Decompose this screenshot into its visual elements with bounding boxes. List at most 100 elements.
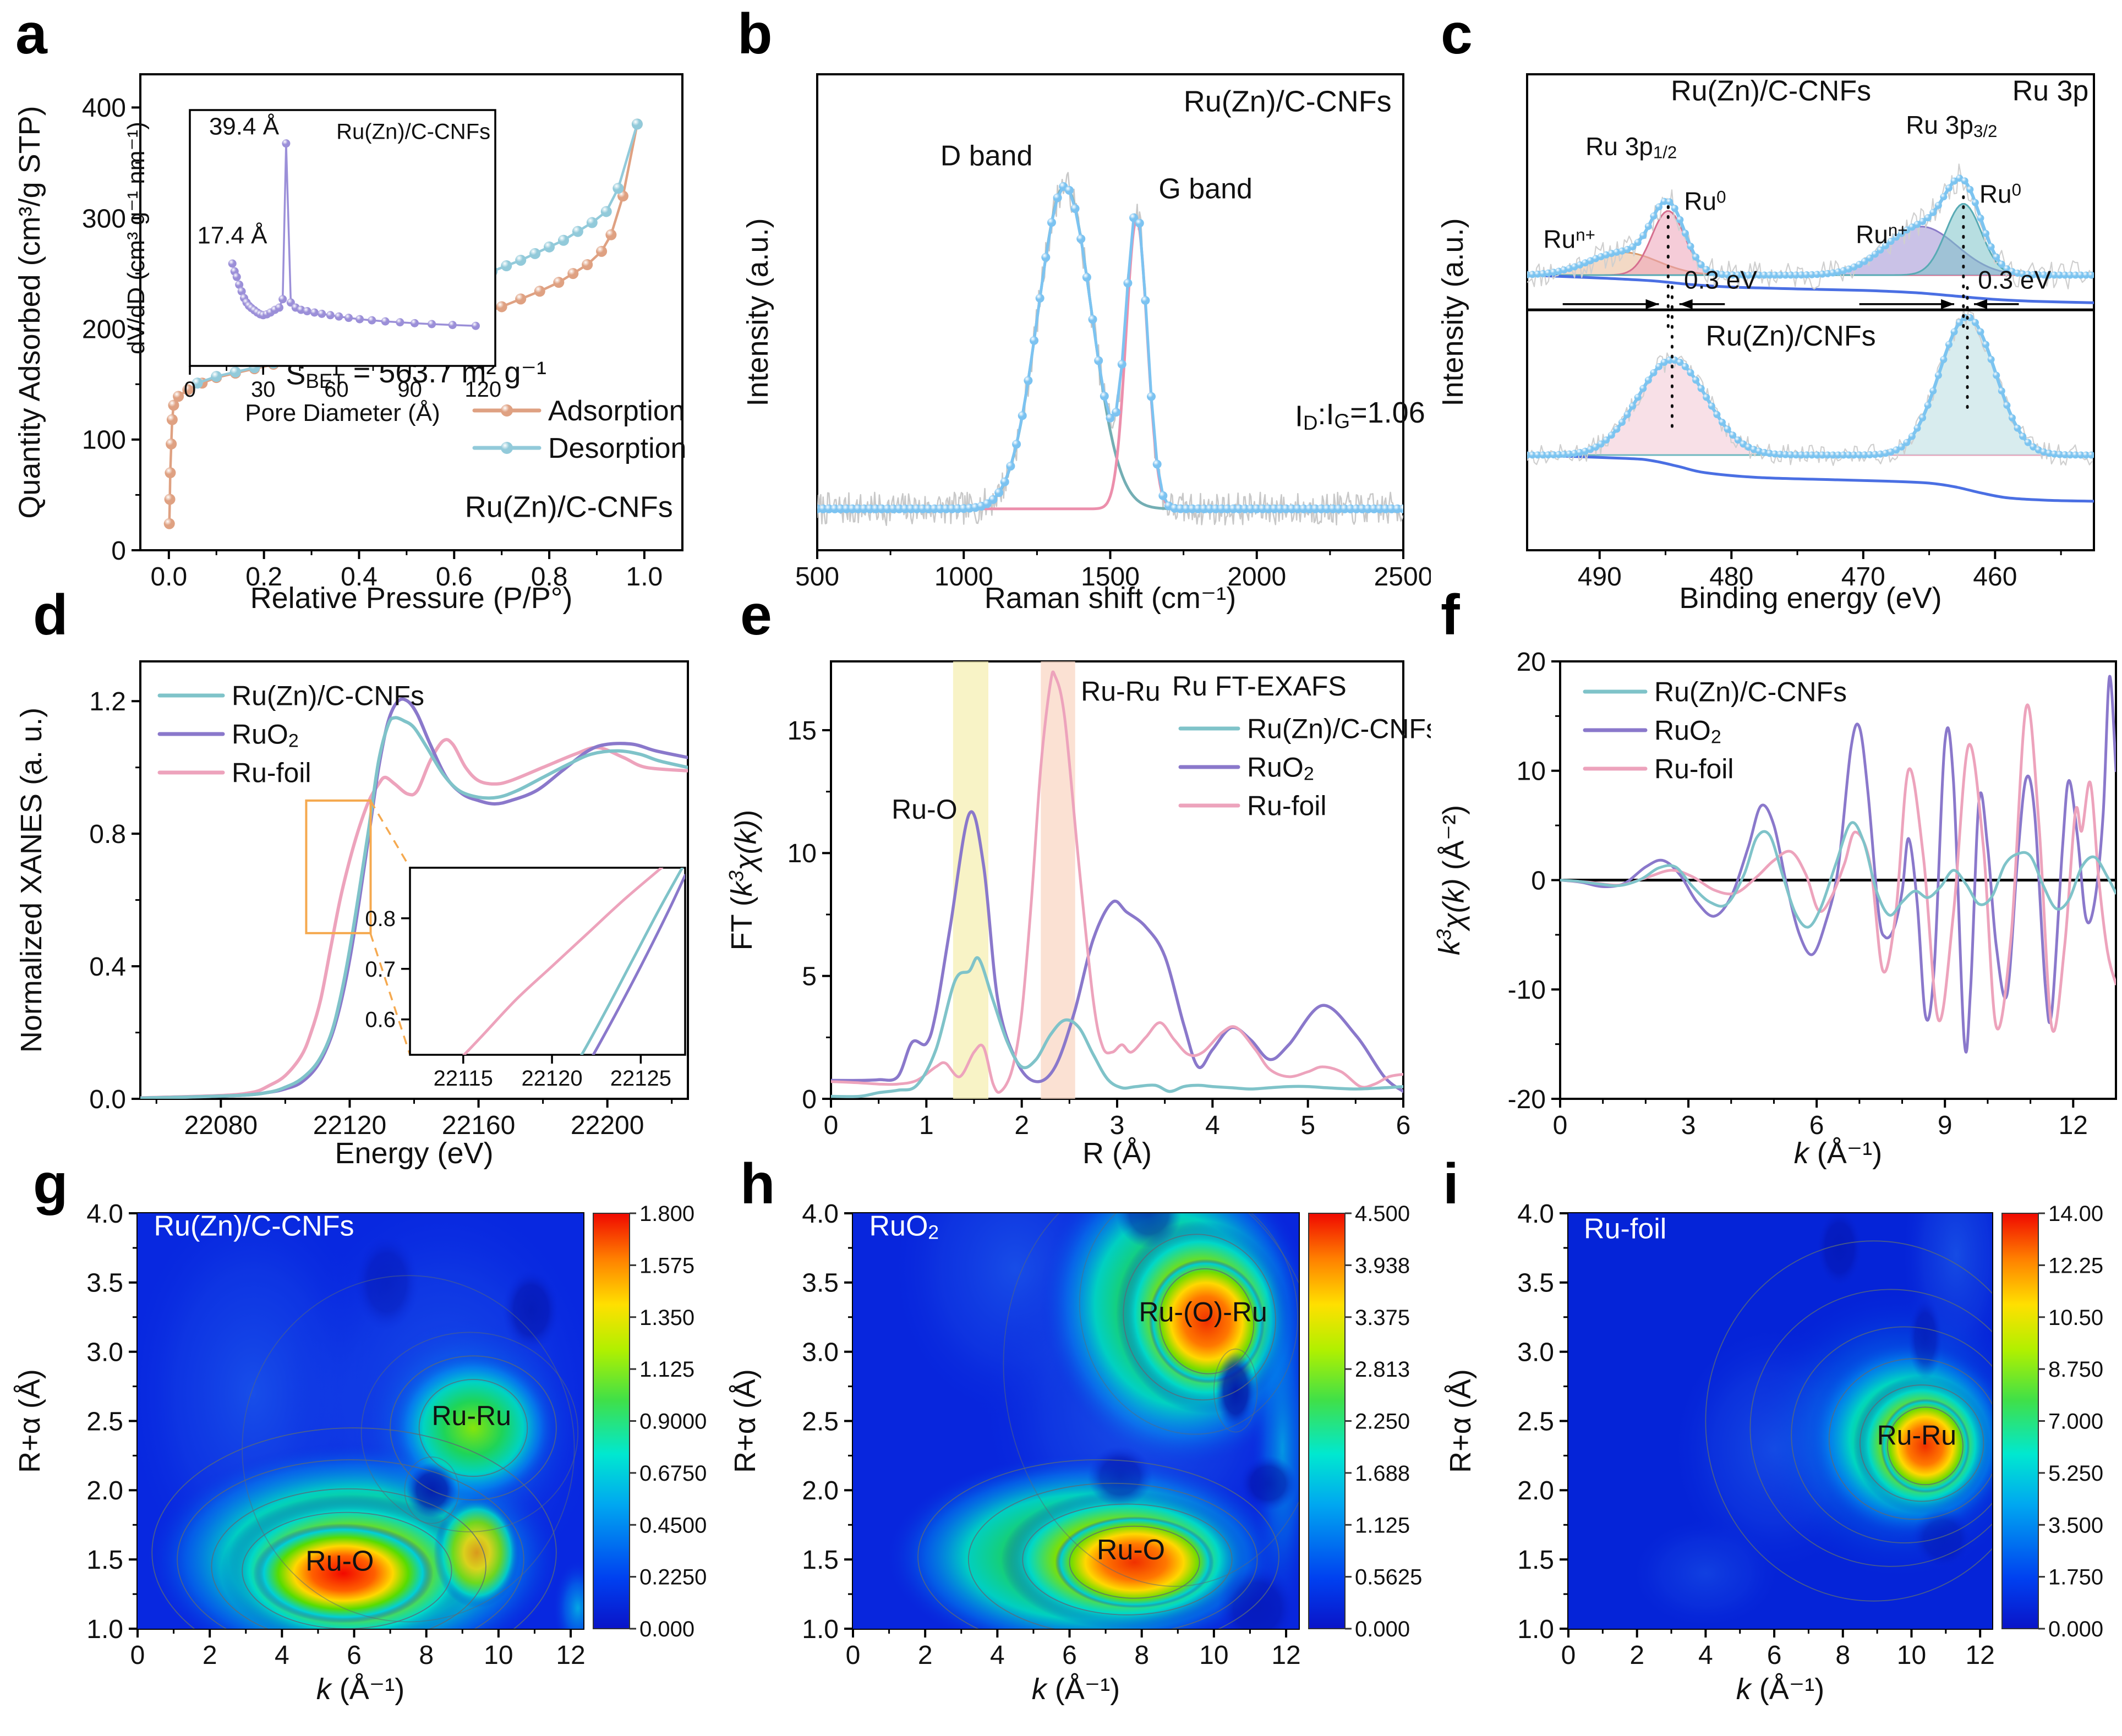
x-tick-label: 8: [419, 1641, 434, 1670]
colorbar-tick-label: 0.000: [2048, 1617, 2103, 1641]
zoom-rect: [305, 799, 372, 934]
panel-letter-d: d: [33, 583, 68, 647]
y-tick-label: 2.0: [86, 1476, 123, 1505]
colorbar-tick-label: 14.00: [2048, 1202, 2103, 1226]
x-tick-label: 490: [1578, 562, 1622, 592]
panel-c: c 490 480 470 460 Binding energy (eV) Intensi…: [1431, 0, 2122, 622]
axes: 22115 22120 22125 0.6 0.7 0.8: [365, 867, 686, 1091]
colorbar-tick-label: 0.6750: [639, 1461, 707, 1486]
annotation: Ru(Zn)/CNFs: [1706, 320, 1876, 352]
y-tick-label: 200: [82, 315, 126, 344]
legend-label: Adsorption: [548, 395, 685, 427]
x-tick-label: 90: [397, 377, 422, 402]
axes: 0.0 0.2 0.4 0.6 0.8 1.00100200300400Relative …: [13, 73, 683, 615]
colorbar-tick-label: 1.750: [2048, 1565, 2103, 1590]
x-axis-label: Relative Pressure (P/P°): [250, 582, 573, 615]
colorbar-tick-label: 3.375: [1355, 1306, 1410, 1330]
legend-label: RuO2: [1654, 715, 1721, 748]
x-tick-label: 10: [1199, 1641, 1228, 1670]
panel-letter-e: e: [740, 583, 772, 647]
zoom-connectors: [369, 800, 411, 1055]
colorbar-tick-label: 5.250: [2048, 1461, 2103, 1486]
y-tick-label: 3.0: [1517, 1338, 1554, 1367]
colorbar-tick-label: 0.000: [639, 1617, 694, 1641]
contour-line: [404, 1456, 460, 1524]
y-tick-label: 0.4: [89, 952, 126, 982]
annotation: Ru(Zn)/C-CNFs: [154, 1210, 354, 1242]
y-tick-label: 0.0: [89, 1085, 126, 1114]
x-tick-label: 5: [1300, 1111, 1315, 1140]
x-axis-label: Pore Diameter (Å): [245, 399, 440, 426]
annotation: Ru-O: [1097, 1534, 1165, 1566]
series-Ru-foil: [1560, 703, 2116, 1033]
annotation: Ru 3p1/2: [1585, 132, 1677, 162]
axes: 0 2 4 6 8 10 12 1.0 1.5 2.0 2.5 3.0 3.5 4.0 k (Å⁻¹) R+α…: [13, 1200, 586, 1706]
annotation: Ru 3p3/2: [1906, 111, 1997, 141]
y-tick-label: 3.0: [86, 1338, 123, 1367]
y-tick-label: 10: [1517, 757, 1546, 786]
annotation: Ru(Zn)/C-CNFs: [465, 491, 673, 524]
chart-wavelet-ruo2: 0 2 4 6 8 10 12 1.0 1.5 2.0 2.5 3.0 3.5 4.0 k (Å⁻¹) R+α…: [729, 1200, 1422, 1706]
legend-marker: [501, 442, 513, 454]
contour-blob: [1815, 1213, 1864, 1290]
series-layer: [462, 868, 685, 1055]
annotation: Ru0: [1684, 187, 1726, 216]
annotations: Ru(Zn)/C-CNFs D band G band ID:IG=1.06: [940, 85, 1425, 434]
x-tick-label: 1.0: [626, 562, 663, 592]
arrow-head: [1974, 299, 1988, 309]
x-tick-label: 22200: [571, 1111, 644, 1140]
y-tick-label: 1.0: [86, 1615, 123, 1644]
y-axis-label: Intensity (a.u.): [1436, 218, 1469, 406]
y-tick-label: 3.5: [1517, 1269, 1554, 1298]
annotations: RuO2 Ru-(O)-Ru Ru-O: [869, 1210, 1267, 1566]
legend: Ru(Zn)/C-CNFs RuO2 Ru-foil: [157, 681, 424, 788]
y-tick-label: 0: [1531, 866, 1546, 895]
panel-letter-f: f: [1441, 583, 1460, 647]
y-tick-label: 1.5: [86, 1546, 123, 1575]
x-tick-label: 12: [556, 1641, 585, 1670]
contour-blob: [1116, 1213, 1182, 1248]
y-tick-label: 1.2: [89, 687, 126, 716]
y-tick-label: 10: [787, 839, 817, 868]
contour-line: [242, 1275, 575, 1623]
y-axis-label: k3χ(k) (Å⁻²): [1433, 805, 1470, 955]
annotation: Ru(Zn)/C-CNFs: [1184, 85, 1392, 118]
x-tick-label: 6: [1062, 1641, 1077, 1670]
annotation: 0.3 eV: [1978, 265, 2051, 294]
y-axis-label: R+α (Å): [13, 1369, 46, 1473]
y-tick-label: 300: [82, 204, 126, 233]
legend-label: Ru(Zn)/C-CNFs: [232, 681, 424, 711]
x-axis-label: k (Å⁻¹): [1736, 1673, 1824, 1706]
y-tick-label: 0.7: [365, 957, 396, 982]
annotation: Ru-O: [305, 1545, 374, 1577]
x-tick-label: 460: [1973, 562, 2017, 592]
series-Ru-foil: [140, 738, 688, 1099]
y-axis-label: Intensity (a.u.): [741, 218, 774, 406]
series-Ru-foil: [831, 670, 1403, 1094]
axes: 0 2 4 6 8 10 12 1.0 1.5 2.0 2.5 3.0 3.5 4.0 k (Å⁻¹) R+α…: [1444, 1200, 1995, 1706]
legend-label: Ru-foil: [232, 758, 311, 788]
colorbar-tick-label: 1.125: [1355, 1513, 1410, 1537]
contour-blob: [1217, 1566, 1297, 1629]
colorbar-tick-label: 8.750: [2048, 1357, 2103, 1382]
colorbar-tick-label: 2.250: [1355, 1410, 1410, 1434]
series-Ru(Zn)/C-CNFs: [140, 716, 688, 1099]
x-tick-label: 22080: [184, 1111, 258, 1140]
legend-marker: [501, 404, 513, 417]
x-axis-label: Energy (eV): [335, 1137, 493, 1170]
annotation: Ru-Ru: [1081, 676, 1160, 707]
y-tick-label: 1.0: [802, 1615, 839, 1644]
x-tick-label: 0: [130, 1641, 145, 1670]
colorbar-tick-label: 1.350: [639, 1306, 694, 1330]
x-tick-label: 22160: [442, 1111, 515, 1140]
x-axis-label: k (Å⁻¹): [1032, 1673, 1120, 1706]
y-tick-label: 2.0: [1517, 1476, 1554, 1505]
x-tick-label: 1000: [934, 562, 993, 592]
x-tick-label: 480: [1709, 562, 1753, 592]
x-tick-label: 12: [1965, 1641, 1994, 1670]
series-markers-fit: [817, 182, 1403, 513]
annotation: Ru-Ru: [1877, 1420, 1956, 1450]
y-axis-label: R+α (Å): [1444, 1369, 1477, 1473]
x-tick-label: 500: [795, 562, 839, 592]
